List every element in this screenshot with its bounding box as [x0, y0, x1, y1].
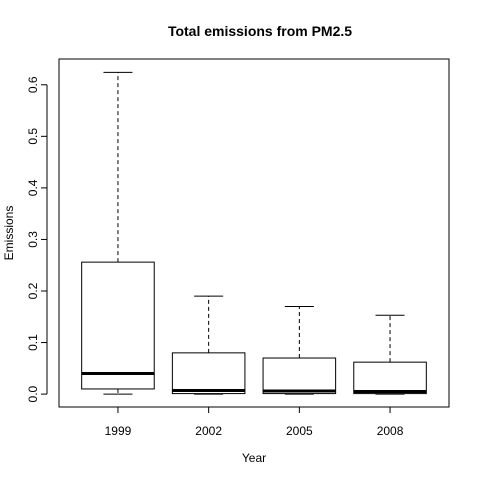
x-axis-label: Year [242, 451, 266, 465]
x-tick-label: 2002 [195, 424, 222, 438]
box-2005 [262, 305, 337, 395]
x-axis: 1999 2002 2005 2008 [105, 407, 404, 438]
y-axis-label: Emissions [2, 206, 16, 261]
chart-title: Total emissions from PM2.5 [168, 23, 352, 39]
box-series [81, 71, 427, 395]
box-1999 [81, 71, 155, 395]
box-iqr [353, 361, 427, 395]
y-tick-label: 0.2 [26, 282, 40, 299]
plot-frame [58, 58, 450, 408]
y-tick-label: 0.0 [26, 385, 40, 402]
y-tick-label: 0.3 [26, 231, 40, 248]
box-iqr [171, 352, 246, 395]
y-tick-label: 0.4 [26, 179, 40, 196]
x-tick-label: 2005 [286, 424, 313, 438]
box-2002 [171, 295, 246, 395]
x-tick-label: 1999 [105, 424, 132, 438]
y-tick-label: 0.1 [26, 334, 40, 351]
box-iqr [81, 261, 155, 390]
y-tick-label: 0.5 [26, 128, 40, 145]
y-tick-label: 0.6 [26, 76, 40, 93]
y-axis: 0.0 0.1 0.2 0.3 0.4 0.5 0.6 [26, 76, 48, 402]
box-iqr [262, 357, 337, 395]
x-tick-label: 2008 [377, 424, 404, 438]
box-2008 [353, 314, 427, 395]
